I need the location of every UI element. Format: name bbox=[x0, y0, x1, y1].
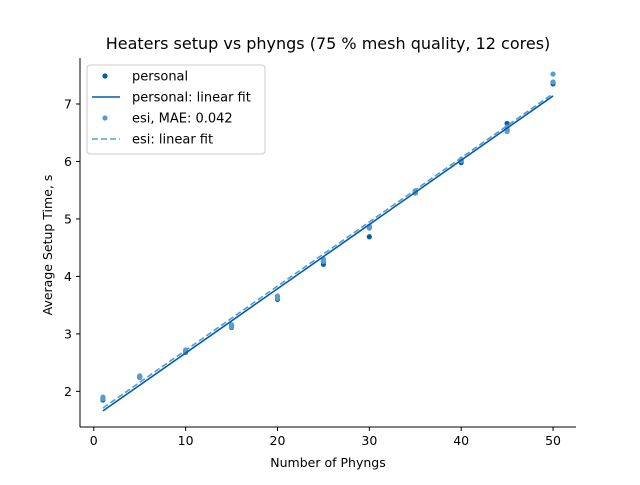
plot-area bbox=[100, 71, 556, 412]
legend-label: esi, MAE: 0.042 bbox=[132, 112, 233, 127]
x-tick-label: 10 bbox=[178, 433, 194, 448]
data-point bbox=[550, 71, 556, 77]
x-tick-label: 40 bbox=[453, 433, 469, 448]
y-tick-label: 5 bbox=[64, 211, 72, 226]
fit-line bbox=[102, 95, 554, 412]
data-point bbox=[137, 374, 143, 381]
x-tick-label: 50 bbox=[545, 433, 561, 448]
legend: personal personal: linear fit esi, MAE: 0.… bbox=[86, 64, 266, 155]
legend-box bbox=[86, 64, 266, 155]
chart-title: Heaters setup vs phyngs (75 % mesh quali… bbox=[106, 34, 551, 53]
data-point bbox=[274, 295, 281, 301]
y-tick-label: 3 bbox=[64, 326, 72, 341]
data-point bbox=[100, 396, 106, 402]
y-tick-label: 4 bbox=[64, 269, 72, 284]
x-tick-label: 30 bbox=[361, 433, 377, 448]
x-axis-label: Number of Phyngs bbox=[270, 455, 385, 470]
fit-line bbox=[102, 92, 554, 409]
legend-label: personal: linear fit bbox=[132, 91, 251, 106]
x-tick-label: 20 bbox=[270, 433, 286, 448]
data-point bbox=[550, 79, 556, 85]
x-tick-label: 0 bbox=[90, 433, 98, 448]
data-point bbox=[366, 234, 372, 240]
axes: 0 10 20 30 40 50 2 3 4 5 6 7 bbox=[64, 58, 576, 448]
data-point bbox=[228, 324, 235, 330]
legend-marker bbox=[102, 115, 108, 121]
y-axis-label: Average Setup Time, s bbox=[40, 175, 55, 316]
legend-label: esi: linear fit bbox=[132, 133, 213, 148]
y-tick-label: 7 bbox=[64, 96, 72, 111]
legend-label: personal bbox=[132, 70, 188, 85]
y-tick-label: 6 bbox=[64, 154, 72, 169]
y-tick-label: 2 bbox=[64, 384, 72, 399]
data-point bbox=[504, 128, 510, 135]
data-point bbox=[320, 258, 327, 265]
legend-marker bbox=[102, 73, 108, 79]
